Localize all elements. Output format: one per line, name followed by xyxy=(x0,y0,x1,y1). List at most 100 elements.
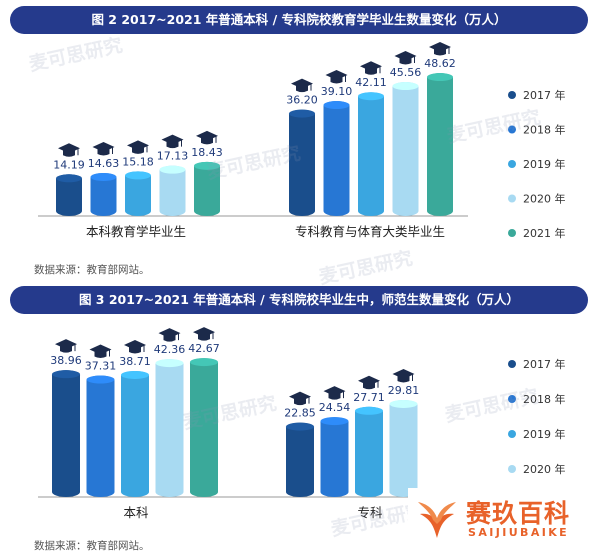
legend-swatch xyxy=(508,160,516,168)
graduation-cap-icon xyxy=(360,61,382,75)
bar-top xyxy=(121,370,149,379)
bar xyxy=(358,92,384,216)
chart-title: 图 3 2017~2021 年普通本科 / 专科院校毕业生中，师范生数量变化（万… xyxy=(10,286,588,314)
data-label: 38.96 xyxy=(50,354,82,367)
whale-tail-icon xyxy=(418,502,456,538)
bar xyxy=(389,399,418,497)
graduation-cap-icon xyxy=(89,344,112,359)
data-label: 45.56 xyxy=(390,66,422,79)
legend-label: 2019 年 xyxy=(523,427,566,441)
bar xyxy=(320,417,349,497)
bar-top xyxy=(86,375,115,384)
graduation-cap-icon xyxy=(429,42,451,56)
graduation-cap-icon xyxy=(55,339,77,353)
graduation-cap-icon xyxy=(193,327,215,341)
bar-top xyxy=(52,370,80,379)
graduation-cap-icon xyxy=(196,130,218,145)
bar-top xyxy=(125,171,151,180)
brand-logo: 赛玖百科 SAIJIUBAIKE xyxy=(408,488,593,548)
graduation-cap-icon xyxy=(289,391,311,406)
bar xyxy=(190,358,218,497)
brand-name: 赛玖百科 xyxy=(466,499,571,528)
bar xyxy=(125,171,151,216)
legend-label: 2020 年 xyxy=(523,192,566,206)
data-label: 36.20 xyxy=(286,94,318,107)
bar xyxy=(121,370,149,497)
data-label: 22.85 xyxy=(284,407,316,420)
legend-label: 2017 年 xyxy=(523,88,566,102)
graduation-cap-icon xyxy=(124,339,146,354)
category-label: 本科 xyxy=(123,505,149,520)
category-label: 专科教育与体育大类毕业生 xyxy=(295,224,445,239)
bar xyxy=(323,101,350,216)
graduation-cap-icon xyxy=(92,141,115,156)
data-label: 24.54 xyxy=(319,401,351,414)
bar-top xyxy=(427,73,453,82)
data-label: 14.63 xyxy=(88,157,120,170)
bar xyxy=(289,109,315,216)
legend-swatch xyxy=(508,229,516,237)
graduation-cap-icon xyxy=(325,70,348,84)
bar xyxy=(52,370,80,497)
legend-label: 2018 年 xyxy=(523,123,566,137)
chart-panel-graduates: 图 2 2017~2021 年普通本科 / 专科院校教育学毕业生数量变化（万人）… xyxy=(10,6,588,276)
graduation-cap-icon xyxy=(127,140,149,154)
legend-swatch xyxy=(508,91,516,99)
graduation-cap-icon xyxy=(392,368,415,383)
legend-swatch xyxy=(508,430,516,438)
graduation-cap-icon xyxy=(158,328,181,342)
bar-top xyxy=(389,399,418,408)
bar-top xyxy=(155,359,184,368)
legend-swatch xyxy=(508,395,516,403)
data-label: 17.13 xyxy=(157,150,189,163)
bar-top xyxy=(190,358,218,367)
data-label: 42.67 xyxy=(188,342,220,355)
legend-label: 2021 年 xyxy=(523,226,566,240)
legend-label: 2019 年 xyxy=(523,157,566,171)
graduation-cap-icon xyxy=(323,386,346,400)
data-label: 48.62 xyxy=(424,57,456,70)
brand-name-latin: SAIJIUBAIKE xyxy=(468,526,570,539)
data-source: 数据来源：教育部网站。 xyxy=(34,264,150,276)
graduation-cap-icon xyxy=(58,143,80,157)
bar xyxy=(159,165,186,216)
bar-top xyxy=(90,172,117,181)
bar xyxy=(86,375,115,497)
bar-top xyxy=(159,165,186,174)
bar xyxy=(355,406,383,497)
bar xyxy=(155,359,184,497)
legend-swatch xyxy=(508,465,516,473)
graduation-cap-icon xyxy=(291,78,313,93)
bar xyxy=(56,174,82,216)
bar-top xyxy=(289,109,315,118)
category-label: 本科教育学毕业生 xyxy=(86,224,186,239)
bar-top xyxy=(358,92,384,101)
data-label: 42.36 xyxy=(154,343,186,356)
bar-top xyxy=(355,406,383,415)
bar xyxy=(427,73,453,217)
data-label: 38.71 xyxy=(119,355,151,368)
bar-top xyxy=(320,417,349,426)
bar-top xyxy=(392,82,419,91)
data-label: 27.71 xyxy=(353,391,385,404)
legend-label: 2018 年 xyxy=(523,392,566,406)
data-label: 15.18 xyxy=(122,155,154,168)
data-label: 37.31 xyxy=(85,360,117,373)
data-label: 18.43 xyxy=(191,146,223,159)
bar xyxy=(194,161,220,216)
chart-panel-normal-students: 图 3 2017~2021 年普通本科 / 专科院校毕业生中，师范生数量变化（万… xyxy=(0,283,600,557)
bar-top xyxy=(286,422,314,431)
legend-swatch xyxy=(508,360,516,368)
bar xyxy=(392,82,419,217)
data-label: 14.19 xyxy=(53,158,85,171)
category-label: 专科 xyxy=(357,505,383,520)
legend-label: 2020 年 xyxy=(523,462,566,476)
data-source: 数据来源：教育部网站。 xyxy=(34,540,150,552)
data-label: 29.81 xyxy=(388,384,420,397)
legend-label: 2017 年 xyxy=(523,357,566,371)
data-label: 42.11 xyxy=(355,76,387,89)
graduation-cap-icon xyxy=(394,51,417,65)
graduation-cap-icon xyxy=(358,375,380,390)
data-label: 39.10 xyxy=(321,85,353,98)
